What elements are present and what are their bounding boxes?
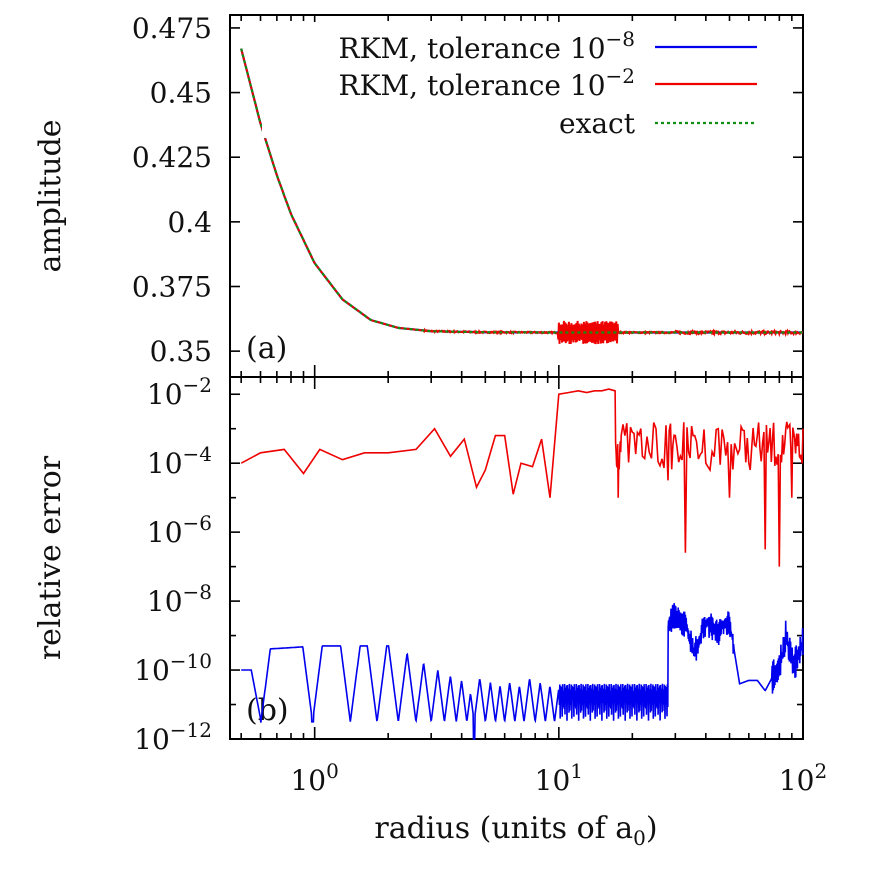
- y-tick-label: 0.425: [132, 141, 212, 174]
- x-tick-labels: 100 101 102: [290, 759, 827, 797]
- top-panel-ticks: [230, 15, 804, 377]
- y-tick-label: 0.45: [150, 77, 212, 110]
- legend-label-tol2: RKM, tolerance 10−2: [339, 64, 635, 102]
- legend: RKM, tolerance 10−8 RKM, tolerance 10−2 …: [262, 22, 757, 140]
- bottom-y-tick-labels: 10−2 10−4 10−6 10−8 10−10 10−12: [134, 373, 212, 756]
- y-tick-label: 10−12: [134, 718, 212, 756]
- plot-area-b: [240, 388, 804, 740]
- y-tick-label: 0.475: [132, 12, 212, 45]
- x-tick-label: 102: [779, 759, 827, 797]
- y-tick-label: 10−4: [147, 442, 212, 480]
- y-tick-label: 10−2: [147, 373, 212, 411]
- y-tick-label: 10−10: [134, 649, 212, 687]
- y-tick-label: 0.375: [132, 271, 212, 304]
- x-tick-label: 101: [535, 759, 583, 797]
- legend-label-tol8: RKM, tolerance 10−8: [339, 27, 635, 65]
- plot-area-a: [240, 48, 804, 345]
- series-line-tol2-error: [240, 388, 804, 567]
- legend-label-exact: exact: [559, 107, 636, 140]
- panel-label-a: (a): [246, 331, 287, 366]
- panel-label-b: (b): [246, 693, 289, 728]
- series-line-exact-amplitude: [240, 48, 803, 334]
- x-axis-label: radius (units of a0): [374, 811, 657, 850]
- top-y-tick-labels: 0.35 0.375 0.4 0.425 0.45 0.475: [132, 12, 212, 368]
- bottom-panel-frame: [229, 376, 804, 740]
- top-y-axis-label: amplitude: [33, 119, 68, 272]
- bottom-panel-ticks: [230, 377, 804, 740]
- y-tick-label: 0.4: [167, 206, 212, 239]
- y-tick-label: 10−8: [147, 580, 212, 618]
- legend-background: [262, 22, 642, 138]
- x-tick-label: 100: [290, 759, 338, 797]
- y-tick-label: 0.35: [150, 335, 212, 368]
- bottom-y-axis-label: relative error: [33, 455, 68, 660]
- y-tick-label: 10−6: [147, 511, 212, 549]
- series-line-tol8-error: [241, 603, 804, 740]
